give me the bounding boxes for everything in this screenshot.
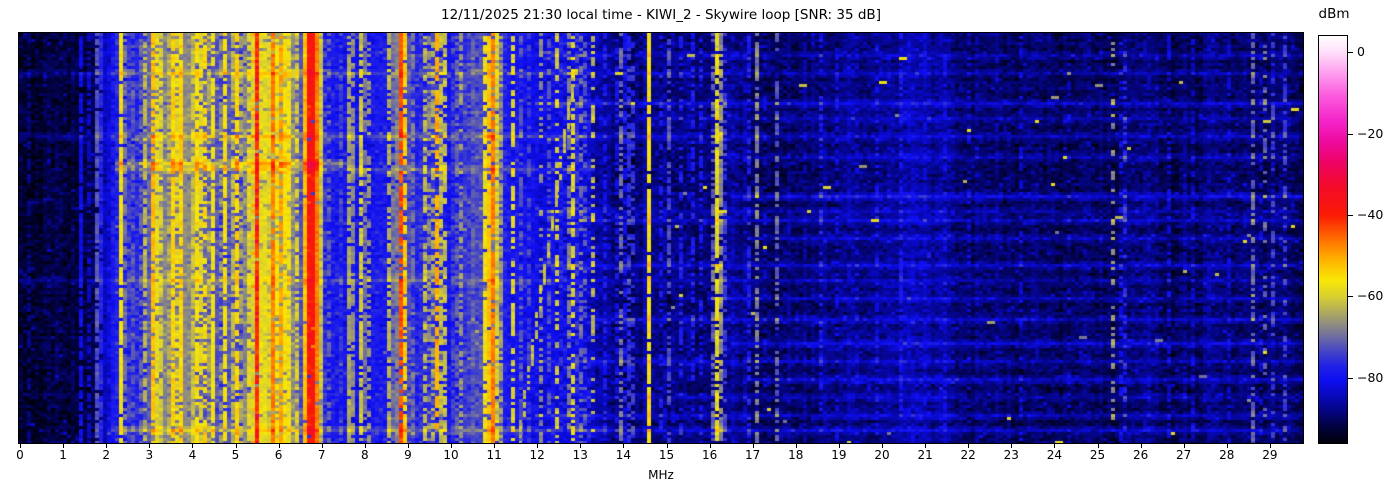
x-tick-label: 24 <box>1046 448 1063 462</box>
x-tick-mark <box>795 444 797 448</box>
waterfall-plot <box>18 32 1304 444</box>
x-tick-label: 9 <box>404 448 412 462</box>
x-tick-mark <box>968 444 970 448</box>
x-tick-mark <box>63 444 65 448</box>
x-tick-label: 6 <box>274 448 283 462</box>
x-tick-label: 19 <box>831 448 847 462</box>
x-tick-mark <box>838 444 840 448</box>
x-axis-label: MHz <box>648 468 674 482</box>
colorbar-tick-mark <box>1348 52 1353 54</box>
colorbar-tick-mark <box>1348 377 1353 379</box>
x-tick-label: 20 <box>874 448 890 462</box>
x-tick-label: 13 <box>572 448 588 462</box>
x-tick-mark <box>1011 444 1013 448</box>
colorbar-tick-mark <box>1348 296 1353 298</box>
colorbar-tick-label: −20 <box>1357 125 1384 141</box>
colorbar-gradient <box>1318 35 1348 444</box>
x-tick-label: 27 <box>1176 448 1192 462</box>
x-tick-label: 17 <box>745 448 761 462</box>
x-tick-label: 7 <box>317 448 326 462</box>
x-tick-label: 1 <box>59 448 67 462</box>
x-tick-label: 2 <box>102 448 110 462</box>
x-tick-label: 18 <box>788 448 804 462</box>
x-tick-label: 11 <box>486 448 502 462</box>
x-tick-mark <box>364 444 366 448</box>
x-tick-mark <box>1054 444 1056 448</box>
x-tick-label: 0 <box>16 448 24 462</box>
x-tick-mark <box>925 444 927 448</box>
colorbar-title: dBm <box>1318 6 1350 22</box>
x-tick-mark <box>407 444 409 448</box>
x-tick-mark <box>882 444 883 448</box>
x-tick-label: 22 <box>960 448 976 462</box>
colorbar-tick-mark <box>1348 133 1353 135</box>
x-tick-label: 16 <box>701 448 718 462</box>
waterfall-canvas <box>19 33 1303 443</box>
x-tick-mark <box>20 444 21 448</box>
x-tick-label: 5 <box>231 448 240 462</box>
colorbar-tick-label: −80 <box>1357 369 1384 385</box>
x-tick-mark <box>1140 444 1142 448</box>
x-tick-mark <box>1097 444 1099 448</box>
x-tick-label: 25 <box>1089 448 1106 462</box>
x-tick-mark <box>537 444 539 448</box>
x-tick-mark <box>235 444 237 448</box>
x-tick-label: 26 <box>1132 448 1149 462</box>
x-tick-label: 4 <box>188 448 197 462</box>
colorbar-tick-label: −40 <box>1357 207 1384 223</box>
x-tick-mark <box>1183 444 1185 448</box>
x-tick-mark <box>149 444 151 448</box>
x-tick-label: 14 <box>615 448 632 462</box>
x-tick-mark <box>752 444 754 448</box>
x-tick-mark <box>1226 444 1228 448</box>
colorbar-tick-label: −60 <box>1357 288 1384 304</box>
x-tick-label: 28 <box>1219 448 1235 462</box>
x-tick-label: 21 <box>917 448 933 462</box>
x-tick-mark <box>623 444 625 448</box>
x-tick-mark <box>278 444 280 448</box>
x-tick-label: 8 <box>360 448 369 462</box>
x-tick-label: 10 <box>443 448 459 462</box>
x-tick-label: 29 <box>1262 448 1278 462</box>
x-tick-mark <box>709 444 711 448</box>
x-tick-mark <box>580 444 582 448</box>
x-tick-mark <box>106 444 108 448</box>
x-tick-mark <box>494 444 496 448</box>
figure-title: 12/11/2025 21:30 local time - KIWI_2 - S… <box>441 7 881 23</box>
x-tick-label: 12 <box>529 448 545 462</box>
x-tick-mark <box>1269 444 1271 448</box>
colorbar-tick-mark <box>1348 215 1353 217</box>
x-tick-mark <box>451 444 452 448</box>
x-tick-label: 15 <box>658 448 675 462</box>
x-tick-label: 23 <box>1003 448 1019 462</box>
x-tick-mark <box>666 444 668 448</box>
x-tick-label: 3 <box>145 448 154 462</box>
colorbar-tick-label: 0 <box>1357 44 1365 60</box>
x-tick-mark <box>192 444 194 448</box>
x-tick-mark <box>321 444 323 448</box>
